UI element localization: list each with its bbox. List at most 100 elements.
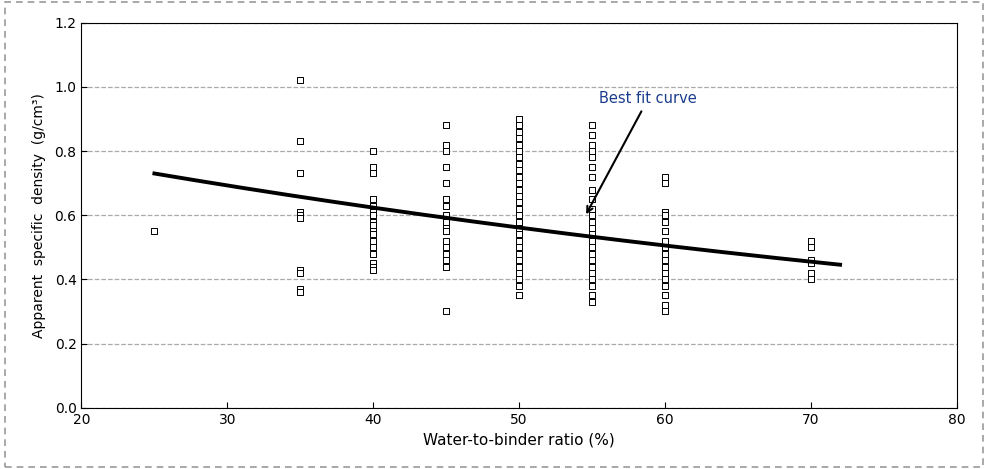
Point: [511, 128, 527, 136]
Point: [366, 202, 381, 209]
Point: [366, 266, 381, 273]
Point: [584, 147, 600, 155]
Point: [657, 250, 673, 257]
Point: [584, 205, 600, 212]
Point: [657, 282, 673, 289]
Point: [584, 298, 600, 306]
Point: [366, 263, 381, 270]
Point: [803, 257, 819, 264]
Point: [803, 269, 819, 277]
Point: [657, 212, 673, 219]
Point: [292, 288, 308, 296]
Point: [584, 121, 600, 129]
Point: [657, 208, 673, 216]
Point: [657, 227, 673, 235]
Point: [146, 227, 162, 235]
Point: [511, 212, 527, 219]
Point: [511, 160, 527, 167]
Point: [584, 257, 600, 264]
Point: [511, 186, 527, 193]
Point: [511, 154, 527, 161]
Point: [657, 179, 673, 187]
Point: [292, 266, 308, 273]
Point: [511, 135, 527, 142]
Point: [803, 276, 819, 283]
Point: [439, 224, 454, 232]
Point: [657, 237, 673, 245]
Point: [439, 179, 454, 187]
Point: [439, 227, 454, 235]
Point: [657, 243, 673, 251]
Point: [511, 121, 527, 129]
Point: [439, 243, 454, 251]
Point: [584, 250, 600, 257]
Point: [584, 263, 600, 270]
Point: [584, 231, 600, 238]
Point: [511, 198, 527, 206]
Point: [292, 285, 308, 293]
Point: [292, 137, 308, 145]
Point: [584, 163, 600, 171]
Point: [439, 202, 454, 209]
Point: [584, 154, 600, 161]
Point: [511, 115, 527, 123]
Point: [511, 292, 527, 299]
Point: [511, 269, 527, 277]
Point: [584, 131, 600, 139]
Point: [584, 243, 600, 251]
Point: [292, 212, 308, 219]
Point: [511, 263, 527, 270]
Point: [439, 263, 454, 270]
Point: [439, 196, 454, 203]
Point: [511, 179, 527, 187]
Point: [511, 173, 527, 181]
Point: [511, 276, 527, 283]
Point: [511, 237, 527, 245]
Point: [657, 276, 673, 283]
Point: [366, 170, 381, 177]
Point: [511, 257, 527, 264]
Point: [439, 257, 454, 264]
Point: [439, 250, 454, 257]
Point: [292, 208, 308, 216]
Point: [439, 147, 454, 155]
Y-axis label: Apparent  specific  density  (g/cm³): Apparent specific density (g/cm³): [33, 93, 46, 338]
Point: [511, 224, 527, 232]
Point: [511, 205, 527, 212]
Point: [366, 147, 381, 155]
X-axis label: Water-to-binder ratio (%): Water-to-binder ratio (%): [423, 432, 615, 447]
Point: [511, 243, 527, 251]
Point: [439, 141, 454, 148]
Point: [584, 224, 600, 232]
Point: [584, 173, 600, 181]
Point: [366, 196, 381, 203]
Point: [657, 269, 673, 277]
Point: [511, 166, 527, 174]
Point: [366, 208, 381, 216]
Point: [439, 163, 454, 171]
Point: [657, 308, 673, 315]
Point: [511, 250, 527, 257]
Point: [366, 259, 381, 267]
Point: [584, 186, 600, 193]
Point: [511, 282, 527, 289]
Point: [657, 218, 673, 226]
Point: [366, 250, 381, 257]
Point: [803, 237, 819, 245]
Point: [657, 292, 673, 299]
Point: [292, 170, 308, 177]
Point: [366, 218, 381, 226]
Point: [366, 237, 381, 245]
Point: [439, 218, 454, 226]
Point: [292, 215, 308, 222]
Point: [584, 196, 600, 203]
Point: [657, 263, 673, 270]
Point: [292, 269, 308, 277]
Point: [803, 243, 819, 251]
Point: [584, 218, 600, 226]
Point: [511, 231, 527, 238]
Point: [511, 141, 527, 148]
Point: [584, 237, 600, 245]
Point: [439, 121, 454, 129]
Point: [584, 269, 600, 277]
